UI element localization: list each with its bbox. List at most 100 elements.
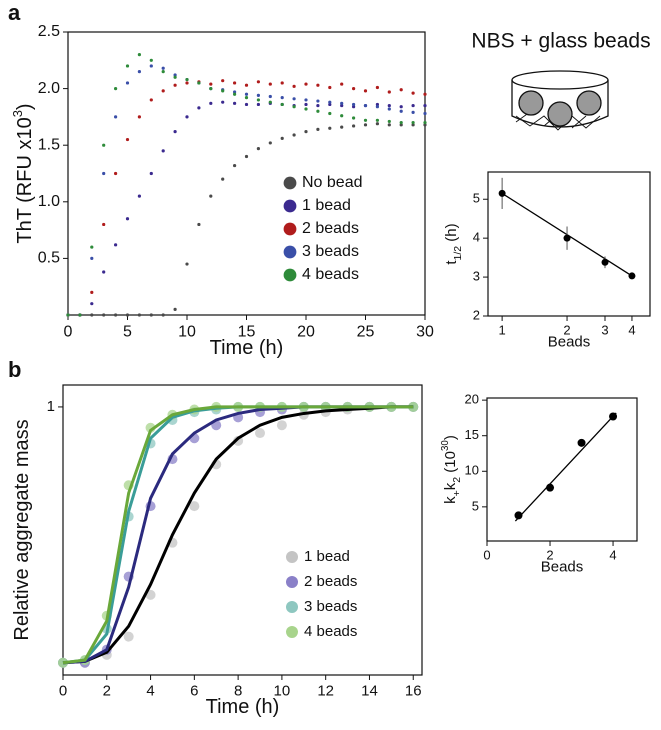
axis-label-part: (h): [443, 223, 460, 246]
y-tick-label: 10: [465, 463, 479, 478]
data-point: [375, 102, 379, 107]
data-point: [423, 123, 427, 127]
data-point: [209, 101, 213, 105]
x-tick-label: 4: [628, 323, 635, 338]
data-point: [316, 83, 320, 87]
y-tick-label: 15: [465, 427, 479, 442]
legend-label: 2 beads: [302, 220, 359, 237]
data-point: [209, 194, 213, 198]
legend-label: No bead: [302, 174, 363, 191]
legend-label: 3 beads: [302, 243, 359, 260]
data-point: [173, 75, 177, 79]
data-point: [340, 103, 344, 108]
data-point: [102, 171, 106, 176]
data-point: [387, 119, 391, 124]
axis-label-part: 3: [10, 110, 25, 117]
data-point: [363, 89, 368, 93]
data-point: [292, 84, 296, 88]
axis-label-part: Time (h): [210, 337, 284, 359]
legend-label: 2 beads: [304, 573, 357, 590]
data-point: [137, 53, 141, 57]
beaker-schematic: [511, 70, 609, 131]
axis-label-part: Relative aggregate mass: [11, 419, 33, 640]
data-point: [411, 120, 415, 125]
data-point: [161, 149, 165, 153]
axis-label: ThT (RFU x103): [10, 103, 36, 243]
axis-label-part: ): [442, 435, 459, 440]
data-point: [280, 81, 284, 85]
data-point: [256, 146, 260, 151]
data-point: [161, 313, 165, 317]
data-point: [197, 222, 201, 227]
data-point: [78, 313, 82, 317]
axis-label-part: Beads: [548, 333, 591, 350]
x-tick-label: 10: [178, 323, 196, 340]
fit-curve: [62, 405, 414, 665]
data-point: [125, 137, 130, 142]
x-tick-label: 12: [317, 682, 334, 699]
data-point: [90, 313, 94, 317]
data-point: [255, 428, 266, 439]
data-point: [173, 73, 177, 77]
x-tick-label: 16: [405, 682, 422, 699]
data-point: [411, 103, 415, 108]
data-point: [114, 313, 118, 317]
axis-label-part: Beads: [541, 558, 584, 575]
data-point: [375, 85, 379, 90]
y-tick-label: 2.5: [38, 23, 60, 40]
data-point: [387, 107, 391, 111]
data-point: [423, 92, 427, 96]
data-point: [221, 79, 225, 83]
data-point: [244, 102, 249, 107]
legend-marker: [283, 268, 297, 282]
data-point: [304, 98, 308, 102]
axis-label-part: 30: [440, 440, 451, 451]
data-point: [185, 115, 189, 119]
data-point: [125, 81, 130, 85]
data-point: [304, 82, 308, 86]
data-point: [363, 123, 368, 127]
data-point: [399, 120, 403, 125]
data-point: [316, 99, 320, 103]
data-point: [328, 85, 332, 90]
data-point: [328, 126, 332, 130]
data-point: [233, 81, 237, 85]
data-point: [340, 101, 344, 105]
legend-marker: [286, 576, 298, 588]
data-point: [114, 243, 118, 247]
data-point: [280, 102, 284, 107]
data-point: [161, 66, 165, 70]
axis-label-part: ThT (RFU x10: [14, 117, 36, 243]
data-point: [563, 234, 571, 242]
data-point: [244, 96, 249, 100]
y-tick-label: 2: [473, 307, 480, 322]
x-tick-label: 3: [601, 323, 608, 338]
data-point: [161, 89, 165, 93]
data-point: [114, 115, 118, 119]
data-point: [221, 177, 225, 181]
x-tick-label: 5: [123, 323, 132, 340]
axis-label: Time (h): [210, 337, 284, 359]
x-tick-label: 10: [274, 682, 291, 699]
data-point: [546, 483, 555, 492]
data-point: [233, 163, 237, 168]
data-point: [233, 101, 237, 105]
data-point: [244, 83, 249, 87]
data-point: [292, 97, 296, 101]
legend-marker: [286, 626, 298, 638]
legend-marker: [286, 551, 298, 563]
plot-frame: [67, 31, 426, 316]
data-point: [423, 120, 427, 125]
data-point: [244, 92, 249, 96]
data-point: [173, 130, 177, 134]
data-point: [352, 116, 356, 120]
data-point: [423, 103, 427, 108]
data-point: [628, 272, 636, 280]
fit-line: [514, 412, 617, 522]
axis-label-part: +: [451, 490, 463, 496]
panel-label: b: [8, 357, 21, 382]
data-point: [340, 125, 344, 129]
data-point: [185, 77, 189, 82]
data-point: [233, 90, 237, 94]
